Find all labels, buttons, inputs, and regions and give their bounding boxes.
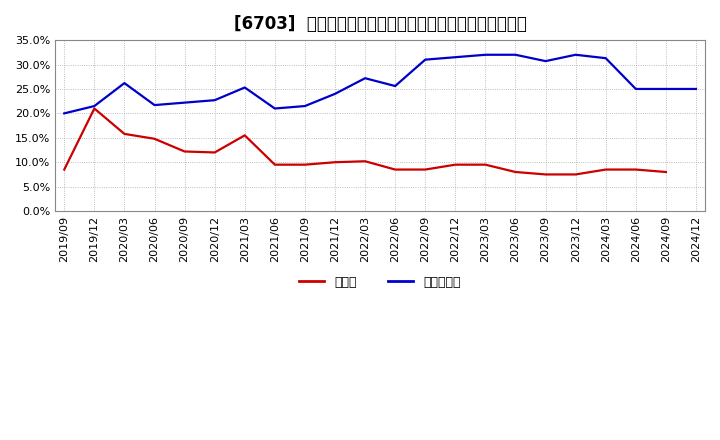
Legend: 現預金, 有利子負債: 現預金, 有利子負債 (294, 271, 466, 294)
Title: [6703]  現預金、有利子負債の総資産に対する比率の推移: [6703] 現預金、有利子負債の総資産に対する比率の推移 (234, 15, 526, 33)
